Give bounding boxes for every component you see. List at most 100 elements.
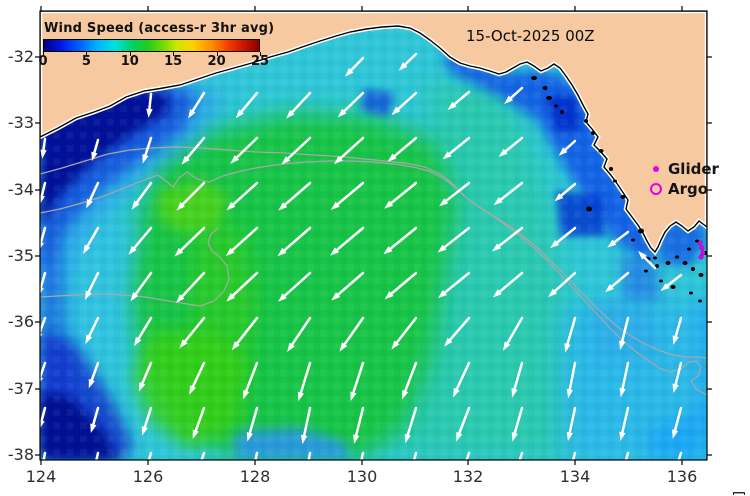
x-tick-label: 134 — [559, 467, 591, 486]
wind-arrow-head — [141, 426, 148, 436]
wind-arrow-head — [511, 388, 518, 398]
wind-arrow-shaft — [135, 316, 153, 343]
glider-track-marker — [698, 254, 704, 260]
colorbar-tick — [86, 52, 88, 56]
wind-arrow-head — [439, 198, 449, 207]
wind-arrow-shaft — [284, 136, 312, 162]
contour-line-3 — [40, 227, 230, 307]
wind-arrow-head — [130, 292, 139, 302]
wind-arrow-shaft — [456, 406, 471, 438]
wind-arrow-head — [391, 106, 401, 116]
wind-arrow-shaft — [551, 271, 577, 295]
wind-arrow-shaft — [393, 316, 418, 347]
wind-arrow-shaft — [95, 451, 100, 460]
wind-arrow-head — [398, 62, 408, 71]
wind-arrow-shaft — [40, 226, 47, 247]
wind-arrow-head — [138, 382, 146, 392]
island — [682, 261, 688, 265]
wind-arrow-shaft — [288, 91, 312, 116]
wind-arrow-head — [402, 389, 409, 400]
wind-arrow-head — [548, 288, 558, 298]
wind-arrow-head — [192, 429, 199, 440]
wind-arrow-head — [350, 391, 357, 402]
colorbar-tick-label: 25 — [250, 54, 270, 69]
wind-arrow-head — [550, 239, 560, 249]
wind-arrow-shaft — [518, 451, 524, 460]
wind-arrow-head — [384, 200, 394, 209]
glider-track-marker — [700, 250, 706, 256]
wind-arrow-shaft — [394, 91, 418, 113]
wind-arrow-shaft — [620, 316, 630, 346]
wind-arrow-shaft — [387, 271, 418, 297]
argo-marker-icon — [650, 183, 662, 195]
wind-arrow-head — [174, 247, 184, 257]
wind-arrow-head — [188, 109, 196, 119]
legend-glider-label: Glider — [668, 160, 719, 178]
wind-arrow-shaft — [139, 361, 153, 388]
wind-arrow-shaft — [567, 406, 577, 437]
wind-arrow-head — [181, 155, 190, 165]
island — [560, 110, 564, 114]
wind-arrow-head — [442, 151, 452, 160]
wind-arrow-head — [456, 432, 463, 442]
wind-arrow-shaft — [337, 136, 365, 162]
wind-arrow-head — [194, 475, 200, 485]
wind-arrow-shaft — [84, 226, 100, 251]
colorbar-tick-label: 5 — [81, 54, 91, 69]
wind-arrow-shaft — [190, 361, 206, 391]
wind-arrow-shaft — [133, 181, 153, 207]
wind-arrow-head — [86, 198, 93, 209]
wind-arrow-head — [131, 200, 140, 210]
wind-arrow-shaft — [620, 361, 630, 393]
wind-arrow-shaft — [131, 226, 153, 252]
wind-arrow-head — [638, 251, 647, 260]
wind-arrow-shaft — [610, 230, 630, 246]
wind-arrow-head — [558, 147, 568, 156]
glider-track-marker — [697, 240, 703, 246]
wind-arrow-head — [334, 155, 343, 165]
wind-arrow-head — [40, 195, 45, 204]
wind-arrow-shaft — [454, 361, 471, 394]
island — [698, 299, 702, 303]
island — [591, 131, 595, 135]
wind-arrow-head — [40, 149, 47, 159]
wind-arrow-shaft — [178, 271, 206, 300]
wind-arrow-shaft — [341, 316, 365, 348]
wind-arrow-head — [40, 242, 44, 249]
wind-arrow-head — [179, 339, 188, 349]
island — [689, 291, 693, 295]
wind-arrow-shaft — [233, 136, 259, 161]
wind-arrow-shaft — [445, 136, 471, 157]
island — [546, 96, 552, 100]
wind-arrow-head — [493, 197, 503, 206]
wind-arrow-shaft — [143, 136, 153, 160]
wind-arrow-shaft — [673, 316, 683, 341]
wind-arrow-shaft — [412, 451, 418, 460]
wind-arrow-head — [297, 391, 304, 402]
wind-arrow-shaft — [502, 136, 524, 155]
wind-arrow-shaft — [89, 361, 100, 384]
wind-arrow-head — [618, 475, 624, 485]
wind-arrow-head — [84, 290, 92, 300]
island — [584, 119, 588, 123]
wind-arrow-head — [246, 432, 253, 442]
wind-arrow-shaft — [504, 316, 524, 347]
wind-arrow-shaft — [391, 136, 418, 160]
wind-arrow-shaft — [228, 226, 259, 254]
wind-arrow-head — [235, 109, 245, 119]
wind-arrow-head — [619, 340, 626, 351]
x-tick-label: 128 — [239, 467, 271, 486]
wind-arrow-head — [566, 388, 573, 399]
wind-arrow-head — [564, 343, 571, 353]
island — [655, 264, 659, 268]
wind-arrow-shaft — [568, 361, 577, 394]
wind-arrow-head — [406, 478, 412, 488]
island — [598, 149, 604, 153]
wind-arrow-shaft — [450, 90, 471, 108]
map-datetime: 15-Oct-2025 00Z — [466, 27, 595, 45]
wind-arrow-shaft — [40, 316, 47, 336]
wind-arrow-head — [511, 432, 518, 442]
wind-arrow-head — [302, 479, 308, 488]
wind-arrow-shaft — [334, 181, 365, 208]
wind-arrow-shaft — [281, 181, 312, 208]
